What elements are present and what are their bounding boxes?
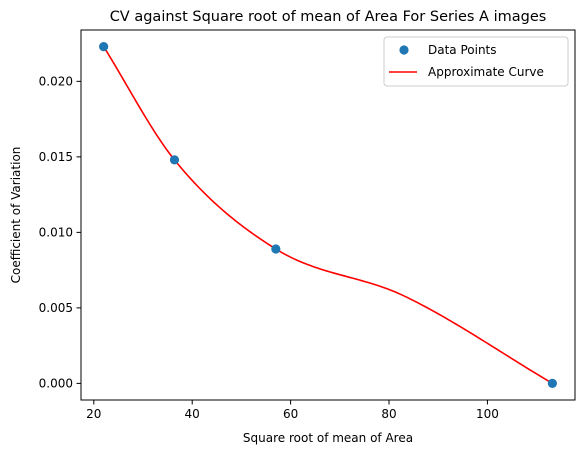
x-tick-label: 80 [381,407,396,421]
y-tick-label: 0.000 [39,377,73,391]
x-tick-label: 20 [86,407,101,421]
x-tick-label: 60 [283,407,298,421]
legend-label-approximate-curve: Approximate Curve [428,65,544,79]
legend-box [383,36,569,87]
y-tick-label: 0.010 [39,226,73,240]
data-point [271,244,281,254]
y-tick-label: 0.015 [39,150,73,164]
legend-marker-data-points [399,45,409,55]
chart-title: CV against Square root of mean of Area F… [110,9,547,25]
x-tick-label: 40 [185,407,200,421]
y-axis: 0.000 0.005 0.010 0.015 0.020 [39,75,81,391]
data-point [99,42,109,52]
data-point [169,155,180,165]
x-axis: 20 40 60 80 100 [86,400,499,421]
axes-frame [80,29,576,401]
y-tick-label: 0.005 [39,301,73,315]
x-tick-label: 100 [476,407,499,421]
x-axis-label: Square root of mean of Area [243,431,413,445]
y-axis-label: Coefficient of Variation [9,147,23,284]
y-tick-label: 0.020 [39,75,73,89]
legend-label-data-points: Data Points [428,43,497,57]
plot-area [80,29,576,401]
data-point [547,378,557,388]
legend: Data Points Approximate Curve [383,36,569,87]
